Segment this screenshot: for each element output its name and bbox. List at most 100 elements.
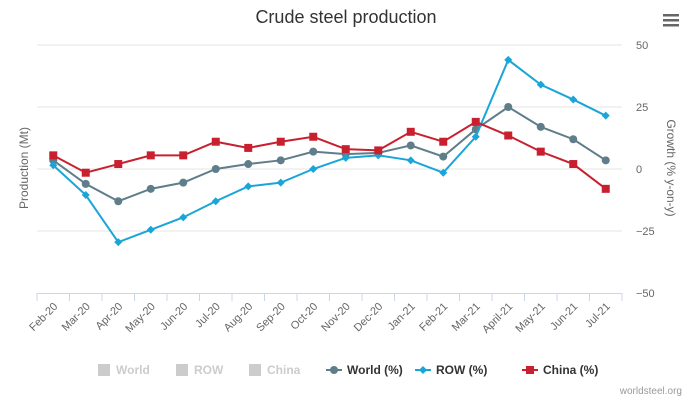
data-point[interactable]: [536, 80, 545, 89]
data-point[interactable]: [146, 151, 155, 160]
data-point[interactable]: [439, 152, 448, 161]
legend-item-hidden-china[interactable]: China: [249, 363, 301, 377]
legend-label: ROW: [194, 363, 224, 377]
x-tick-label: May-20: [123, 301, 157, 335]
data-point[interactable]: [81, 179, 90, 188]
data-point[interactable]: [114, 160, 123, 169]
data-point[interactable]: [49, 161, 58, 170]
data-point[interactable]: [341, 153, 350, 162]
series-china[interactable]: [49, 117, 610, 193]
data-point[interactable]: [179, 151, 188, 160]
x-tick-label: Aug-20: [222, 301, 256, 335]
legend-swatch: [98, 364, 110, 376]
data-point[interactable]: [114, 197, 123, 206]
data-point[interactable]: [374, 146, 383, 155]
chart-title: Crude steel production: [255, 7, 436, 27]
gridlines: [37, 44, 622, 232]
series-line: [52, 105, 607, 203]
x-tick-label: Jun-20: [158, 301, 190, 333]
legend-marker: [330, 366, 338, 374]
chart-credit[interactable]: worldsteel.org: [619, 386, 682, 397]
data-point[interactable]: [601, 184, 610, 193]
data-point[interactable]: [146, 225, 155, 234]
legend-label: World (%): [347, 363, 403, 377]
data-point[interactable]: [406, 141, 415, 150]
data-point[interactable]: [406, 156, 415, 165]
x-tick-label: Jan-21: [386, 301, 418, 333]
series-line: [52, 120, 607, 190]
data-point[interactable]: [341, 145, 350, 154]
data-point[interactable]: [504, 103, 513, 111]
data-point[interactable]: [276, 137, 285, 146]
series-world[interactable]: [49, 103, 610, 206]
y-right-tick-label: 50: [636, 40, 648, 52]
series-row[interactable]: [49, 55, 610, 247]
data-point[interactable]: [49, 151, 58, 160]
x-tick-label: Apr-20: [94, 301, 126, 333]
legend-item-hidden-row[interactable]: ROW: [176, 363, 224, 377]
data-point[interactable]: [536, 122, 545, 131]
series-line: [52, 58, 607, 244]
x-tick-label: Mar-20: [60, 301, 93, 334]
y-axis-right: 50 25 0 −25 −50: [636, 40, 655, 300]
data-point[interactable]: [146, 184, 155, 193]
legend-marker: [526, 366, 534, 374]
data-point[interactable]: [309, 132, 318, 141]
legend-swatch: [176, 364, 188, 376]
data-point[interactable]: [471, 132, 480, 141]
data-point[interactable]: [406, 127, 415, 136]
data-point[interactable]: [211, 197, 220, 206]
data-point[interactable]: [309, 165, 318, 173]
data-point[interactable]: [309, 147, 318, 156]
legend-label: China (%): [543, 363, 598, 377]
data-point[interactable]: [81, 191, 90, 200]
x-tick-label: Jul-21: [583, 301, 613, 331]
data-point[interactable]: [244, 143, 253, 152]
x-tick-label: Dec-20: [352, 301, 386, 335]
data-point[interactable]: [439, 168, 448, 177]
legend-marker: [419, 366, 427, 374]
data-point[interactable]: [536, 147, 545, 156]
data-point[interactable]: [504, 55, 513, 64]
legend-label: World: [116, 363, 150, 377]
data-point[interactable]: [601, 111, 610, 120]
legend-swatch: [249, 364, 261, 376]
data-point[interactable]: [601, 156, 610, 165]
x-tick-label: April-21: [480, 301, 515, 336]
data-point[interactable]: [244, 182, 253, 191]
data-point[interactable]: [211, 137, 220, 146]
data-point[interactable]: [114, 238, 123, 247]
data-point[interactable]: [244, 160, 253, 169]
x-tick-label: Nov-20: [319, 301, 353, 335]
data-point[interactable]: [81, 168, 90, 177]
data-point[interactable]: [471, 117, 480, 126]
series-layer: [49, 55, 610, 247]
data-point[interactable]: [504, 131, 513, 140]
data-point[interactable]: [211, 165, 220, 173]
x-tick-label: Mar-21: [450, 301, 483, 334]
y-right-tick-label: 25: [636, 102, 648, 114]
data-point[interactable]: [569, 95, 578, 104]
data-point[interactable]: [569, 160, 578, 169]
data-point[interactable]: [276, 156, 285, 165]
x-tick-label: Jun-21: [548, 301, 580, 333]
data-point[interactable]: [439, 137, 448, 146]
legend-item-china[interactable]: China (%): [522, 363, 598, 377]
chart-menu-button[interactable]: [662, 12, 680, 28]
x-tick-label: Feb-20: [27, 301, 60, 334]
legend: World ROW China World (%) ROW (%) China (%): [98, 363, 598, 377]
data-point[interactable]: [179, 213, 188, 222]
y-axis-right-title: Growth (% y-on-y): [664, 119, 678, 216]
y-right-tick-label: −25: [636, 226, 655, 238]
x-tick-label: Jul-20: [193, 301, 223, 331]
legend-item-row[interactable]: ROW (%): [415, 363, 487, 377]
data-point[interactable]: [179, 178, 188, 187]
legend-item-hidden-world[interactable]: World: [98, 363, 150, 377]
legend-item-world[interactable]: World (%): [326, 363, 403, 377]
data-point[interactable]: [276, 178, 285, 187]
x-tick-label: Oct-20: [289, 301, 321, 333]
legend-label: ROW (%): [436, 363, 487, 377]
data-point[interactable]: [569, 135, 578, 144]
